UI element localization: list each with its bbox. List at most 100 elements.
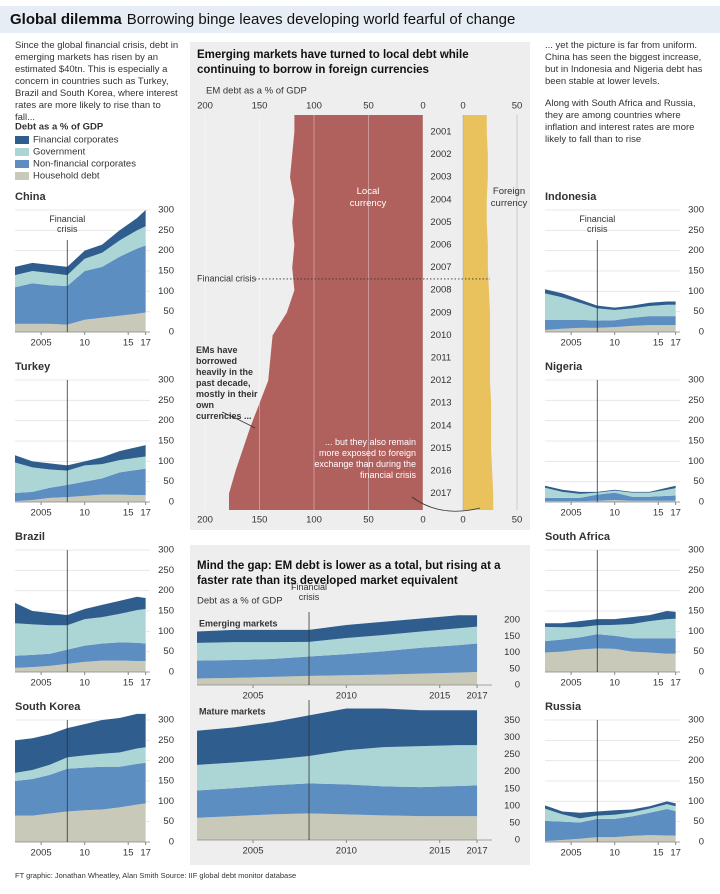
chart-title: Russia: [545, 701, 582, 713]
crisis-annotation: Financial crisis: [579, 214, 616, 234]
x-tick-label: 15: [653, 508, 664, 519]
area-segment: [197, 643, 478, 679]
area-segment: [545, 289, 676, 311]
x-tick-label: 17: [670, 678, 681, 689]
y-tick-label: 100: [158, 796, 174, 807]
year-label: 2013: [430, 398, 451, 409]
series-label-box: Foreign currency: [490, 186, 528, 209]
y-tick-label: 100: [688, 626, 704, 637]
x-tick-label: 15: [123, 678, 134, 689]
crisis-annotation-box: Financial crisis: [49, 214, 86, 234]
x-tick-label: 2005: [561, 678, 582, 689]
x-tick-label: 0: [420, 515, 425, 526]
y-tick-label: 300: [158, 375, 174, 386]
year-label: 2008: [430, 285, 451, 296]
annotation-arrow: [411, 496, 481, 512]
year-label: 2003: [430, 172, 451, 183]
legend-label: Financial corporates: [33, 135, 119, 146]
area-segment: [197, 708, 478, 765]
area-segment: [15, 456, 146, 494]
x-tick-label: 17: [140, 848, 151, 859]
x-tick-label: 15: [123, 508, 134, 519]
y-tick-label: 50: [693, 306, 704, 317]
legend-swatch: [15, 172, 29, 180]
x-tick-label: 17: [670, 848, 681, 859]
x-tick-label: 150: [252, 101, 268, 112]
series-label: Foreign currency: [490, 186, 528, 209]
area-segment: [15, 713, 146, 773]
area-segment: [545, 804, 676, 823]
x-tick-label: 17: [670, 338, 681, 349]
crisis-annotation: Financial crisis: [291, 582, 328, 602]
y-tick-label: 250: [158, 395, 174, 406]
crisis-annotation: Financial crisis: [49, 214, 86, 234]
legend-swatch: [15, 160, 29, 168]
chart-label: Emerging markets: [199, 618, 278, 628]
intro-left-box: Since the global financial crisis, debt …: [15, 40, 178, 120]
year-label: 2004: [430, 194, 451, 205]
y-tick-label: 0: [699, 667, 704, 678]
intro-right-box: ... yet the picture is far from uniform.…: [545, 40, 703, 145]
y-tick-label: 100: [688, 456, 704, 467]
y-tick-label: 250: [158, 225, 174, 236]
area-segment: [197, 783, 478, 818]
footer: FT graphic: Jonathan Wheatley, Alan Smit…: [15, 871, 296, 880]
area-segment: [545, 492, 676, 502]
area-segment: [15, 642, 146, 668]
y-tick-label: 250: [688, 395, 704, 406]
x-tick-label: 200: [197, 515, 213, 526]
header-subtitle: Borrowing binge leaves developing world …: [127, 11, 516, 28]
x-tick-label: 150: [252, 515, 268, 526]
x-tick-label: 0: [460, 101, 465, 112]
x-tick-label: 100: [306, 101, 322, 112]
y-tick-label: 200: [688, 415, 704, 426]
area-segment: [545, 611, 676, 628]
annotation: EMs have borrowed heavily in the past de…: [196, 345, 258, 421]
intro-paragraph: ... yet the picture is far from uniform.…: [545, 40, 703, 87]
area-segment: [15, 468, 146, 502]
year-label: 2001: [430, 127, 451, 138]
y-tick-label: 150: [688, 266, 704, 277]
x-tick-label: 50: [512, 515, 523, 526]
area-segment: [15, 494, 146, 502]
y-tick-label: 50: [693, 476, 704, 487]
chart-title: South Korea: [15, 701, 81, 713]
y-tick-label: 150: [504, 783, 520, 794]
year-label: 2005: [430, 217, 451, 228]
legend-title: Debt as a % of GDP: [15, 122, 104, 133]
x-tick-label: 15: [653, 678, 664, 689]
x-tick-label: 100: [306, 515, 322, 526]
year-label: 2011: [431, 353, 451, 364]
area-segment: [545, 618, 676, 642]
y-tick-label: 200: [688, 245, 704, 256]
area-segment: [545, 499, 676, 502]
series-label-box: Local currency: [350, 186, 386, 209]
year-label: 2015: [430, 443, 451, 454]
x-tick-label: 2017: [466, 691, 487, 702]
y-tick-label: 100: [158, 286, 174, 297]
y-tick-label: 50: [163, 816, 174, 827]
area-segment: [197, 745, 478, 791]
y-tick-label: 200: [158, 245, 174, 256]
x-tick-label: 2010: [336, 846, 357, 857]
y-tick-label: 200: [504, 615, 520, 626]
area-segment: [15, 245, 146, 325]
y-tick-label: 300: [688, 375, 704, 386]
x-tick-label: 10: [609, 338, 620, 349]
x-tick-label: 17: [140, 338, 151, 349]
y-tick-label: 300: [688, 545, 704, 556]
area-segment: [197, 626, 478, 661]
header: Global dilemma Borrowing binge leaves dev…: [10, 11, 515, 28]
y-tick-label: 150: [688, 776, 704, 787]
y-tick-label: 0: [699, 837, 704, 848]
y-tick-label: 50: [509, 817, 520, 828]
x-tick-label: 2005: [31, 508, 52, 519]
x-tick-label: 2005: [242, 846, 263, 857]
x-tick-label: 10: [79, 848, 90, 859]
x-tick-label: 0: [420, 101, 425, 112]
y-tick-label: 0: [169, 497, 174, 508]
y-tick-label: 0: [169, 837, 174, 848]
y-tick-label: 150: [158, 436, 174, 447]
y-tick-label: 0: [699, 327, 704, 338]
